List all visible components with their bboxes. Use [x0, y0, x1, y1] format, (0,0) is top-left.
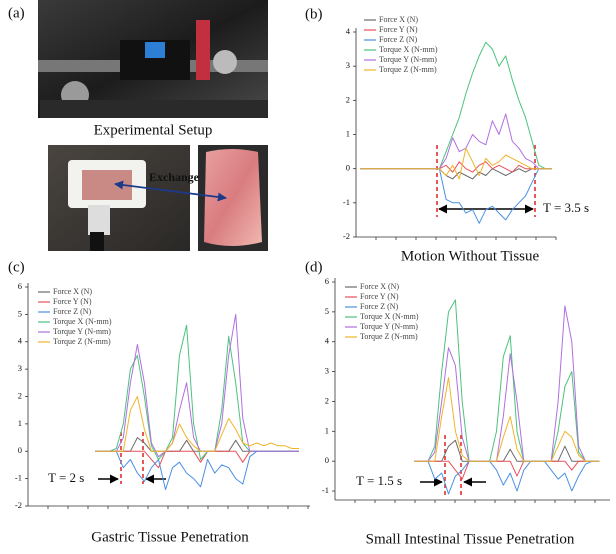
series-line: [360, 168, 552, 180]
legend-label: Force X (N): [360, 282, 399, 291]
y-tick-label: 6: [325, 276, 329, 286]
legend-label: Force Z (N): [53, 307, 92, 316]
legend-label: Torque Y (N-mm): [360, 322, 418, 331]
panel-label: (a): [8, 5, 25, 21]
legend-label: Force Z (N): [360, 302, 399, 311]
y-tick-label: 1: [325, 425, 329, 435]
legend-label: Torque Z (N-mm): [53, 337, 111, 346]
y-tick-label: -1: [343, 197, 350, 207]
series-line: [414, 299, 600, 462]
panel-label: (d): [305, 259, 323, 275]
chart-caption: Small Intestinal Tissue Penetration: [366, 531, 575, 547]
series-line: [414, 439, 600, 462]
annotation: T = 2 s: [48, 470, 84, 485]
y-tick-label: 0: [346, 163, 350, 173]
y-tick-label: -2: [343, 231, 350, 241]
interval-arrows: [98, 204, 534, 487]
y-tick-label: 6: [18, 281, 22, 291]
legend-label: Force X (N): [379, 15, 418, 24]
y-tick-label: 2: [18, 390, 22, 400]
y-tick-label: 5: [18, 308, 22, 318]
legend-label: Torque X (N-mm): [360, 312, 419, 321]
chart-caption: Motion Without Tissue: [401, 248, 540, 264]
series-line: [414, 305, 600, 462]
y-tick-label: 5: [325, 306, 329, 316]
y-tick-label: 3: [18, 363, 22, 373]
device-photo: [48, 145, 190, 251]
setup-photo: [38, 0, 268, 118]
y-tick-label: 0: [18, 445, 22, 455]
series-line: [360, 113, 552, 170]
legend-label: Force Y (N): [360, 292, 399, 301]
annotation: T = 3.5 s: [543, 200, 589, 215]
y-tick-label: 2: [325, 395, 329, 405]
legend-label: Torque Z (N-mm): [360, 332, 418, 341]
y-tick-label: 3: [325, 366, 329, 376]
exchange-label: Exchange: [149, 170, 200, 184]
y-tick-label: 4: [325, 336, 330, 346]
y-tick-label: -1: [15, 473, 22, 483]
interval-markers: [120, 145, 536, 496]
series-line: [95, 313, 299, 458]
legend-label: Force Y (N): [53, 297, 92, 306]
legend-label: Force Y (N): [379, 25, 418, 34]
series-line: [414, 377, 600, 462]
y-tick-label: 4: [346, 26, 351, 36]
series-line: [414, 460, 600, 495]
legend-label: Force Z (N): [379, 35, 418, 44]
series-line: [360, 147, 552, 180]
series-line: [414, 460, 600, 480]
chart-caption: Gastric Tissue Penetration: [91, 529, 249, 545]
y-tick-label: 4: [18, 336, 23, 346]
legend-label: Torque Y (N-mm): [379, 55, 437, 64]
series-line: [360, 168, 552, 224]
y-tick-label: 3: [346, 60, 350, 70]
tissue-photo: [198, 145, 268, 251]
legend-label: Torque X (N-mm): [53, 317, 112, 326]
panel-label: (c): [8, 259, 25, 275]
y-tick-label: 0: [325, 455, 329, 465]
y-tick-label: -1: [322, 485, 329, 495]
y-tick-label: -2: [15, 500, 22, 510]
y-tick-label: 1: [18, 418, 22, 428]
series-line: [95, 396, 299, 452]
legend-label: Torque Z (N-mm): [379, 65, 437, 74]
y-tick-label: 2: [346, 94, 350, 104]
panel-label: (b): [305, 6, 323, 22]
y-tick-label: 1: [346, 128, 350, 138]
legend-label: Force X (N): [53, 287, 92, 296]
photo-caption: Experimental Setup: [94, 122, 213, 138]
annotation: T = 1.5 s: [356, 473, 402, 488]
legend-label: Torque Y (N-mm): [53, 327, 111, 336]
legend-label: Torque X (N-mm): [379, 45, 438, 54]
exchange-arrow: [114, 180, 227, 202]
